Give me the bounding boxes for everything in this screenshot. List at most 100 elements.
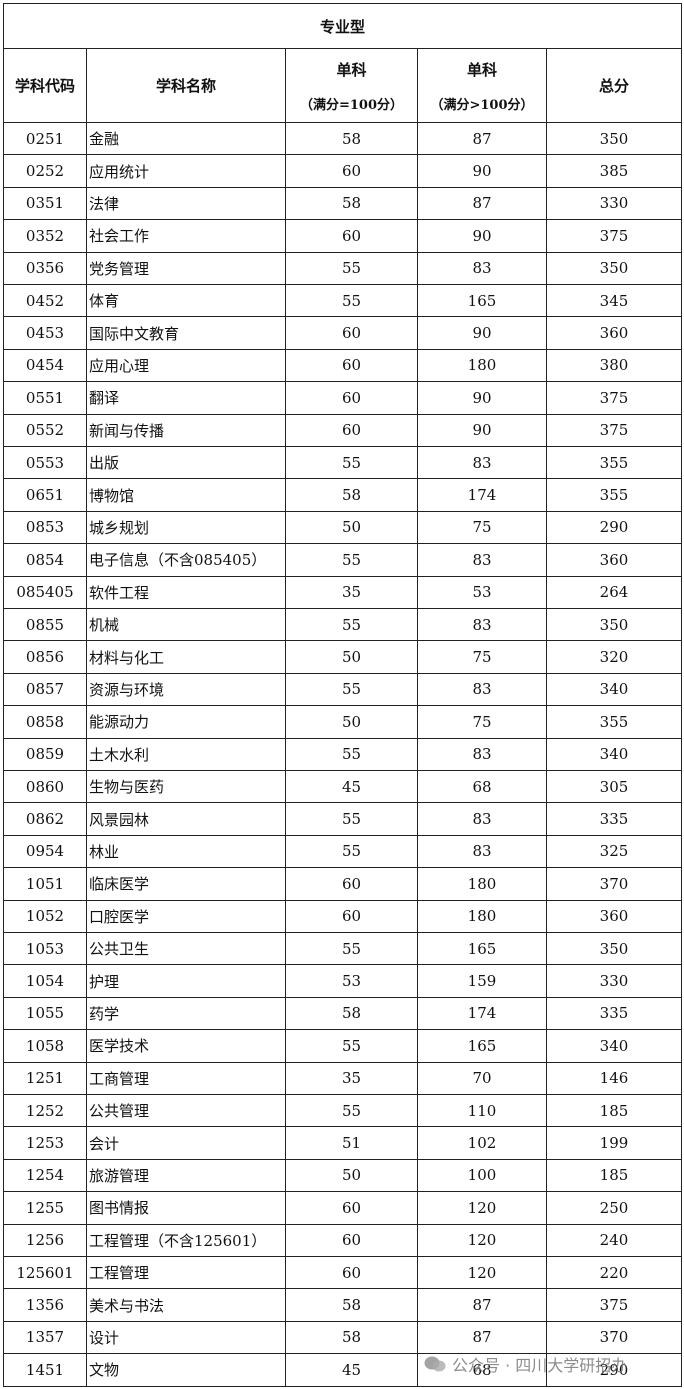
table-cell: 应用心理 (86, 348, 286, 383)
cell-text: 90 (472, 226, 492, 245)
table-cell: 174 (417, 996, 547, 1031)
cell-text: 250 (599, 1198, 629, 1217)
cell-text: 60 (341, 388, 362, 407)
cell-text: 翻译 (89, 389, 120, 408)
cell-text: 文物 (89, 1361, 120, 1380)
table-cell: 0552 (3, 413, 87, 447)
table-cell: 国际中文教育 (86, 316, 286, 350)
cell-text: 林业 (89, 842, 120, 861)
table-cell: 体育 (86, 284, 286, 318)
table-cell: 0858 (3, 705, 87, 739)
cell-text: 软件工程 (89, 583, 150, 602)
cell-text: 药学 (89, 1004, 120, 1023)
cell-text: 375 (599, 388, 629, 407)
table-cell: 0862 (3, 802, 87, 836)
cell-text: 110 (467, 1101, 497, 1120)
cell-text: 0859 (25, 745, 65, 764)
table-cell: 340 (546, 737, 682, 771)
header-label: 单科 (466, 60, 497, 79)
cell-text: 146 (599, 1069, 629, 1088)
table-cell: 60 (285, 316, 418, 350)
table-cell: 375 (546, 381, 682, 415)
header-cell: 学科代码 (3, 48, 87, 123)
header-cell: 总分 (546, 48, 682, 123)
table-cell: 临床医学 (86, 867, 286, 901)
table-cell: 1256 (3, 1223, 87, 1257)
cell-text: 83 (472, 842, 492, 861)
table-cell: 0251 (3, 122, 87, 156)
cell-text: 风景园林 (89, 810, 150, 829)
cell-text: 0453 (25, 324, 65, 343)
cell-text: 1252 (25, 1101, 65, 1120)
table-cell: 120 (417, 1223, 547, 1257)
table-cell: 50 (285, 640, 418, 674)
cell-text: 0251 (25, 129, 65, 148)
cell-text: 0855 (25, 615, 65, 634)
cell-text: 1251 (25, 1069, 65, 1088)
table-cell: 55 (285, 802, 418, 836)
cell-text: 美术与书法 (89, 1296, 165, 1315)
cell-text: 旅游管理 (89, 1166, 150, 1185)
table-cell: 35 (285, 575, 418, 609)
cell-text: 城乡规划 (89, 518, 150, 537)
table-cell: 公共卫生 (86, 932, 286, 966)
watermark: 公众号 · 四川大学研招办 (424, 1352, 627, 1376)
cell-text: 335 (599, 1004, 629, 1023)
table-cell: 文物 (86, 1353, 286, 1387)
cell-text: 口腔医学 (89, 907, 150, 926)
table-cell: 120 (417, 1191, 547, 1225)
cell-text: 博物馆 (89, 486, 135, 505)
table-cell: 工商管理 (86, 1061, 286, 1095)
table-cell: 公共管理 (86, 1094, 286, 1128)
cell-text: 305 (599, 777, 629, 796)
table-cell: 375 (546, 413, 682, 447)
table-cell: 1052 (3, 899, 87, 933)
header-sub: （满分=100分） (299, 97, 404, 113)
cell-text: 87 (472, 194, 492, 213)
table-cell: 60 (285, 413, 418, 447)
cell-text: 0954 (25, 842, 65, 861)
header-label: 学科代码 (14, 77, 75, 95)
cell-text: 159 (467, 972, 497, 991)
table-cell: 1356 (3, 1288, 87, 1322)
cell-text: 0553 (25, 453, 65, 472)
table-cell: 0352 (3, 219, 87, 253)
table-cell: 345 (546, 284, 682, 318)
table-cell: 83 (417, 446, 547, 480)
table-cell: 0855 (3, 608, 87, 642)
table-cell: 风景园林 (86, 802, 286, 836)
table-cell: 55 (285, 1094, 418, 1128)
table-cell: 110 (417, 1094, 547, 1128)
cell-text: 金融 (89, 130, 120, 149)
table-cell: 125601 (3, 1256, 87, 1290)
table-cell: 51 (285, 1126, 418, 1160)
table-cell: 美术与书法 (86, 1288, 286, 1322)
cell-text: 102 (467, 1134, 497, 1153)
table-cell: 会计 (86, 1126, 286, 1160)
table-cell: 340 (546, 1029, 682, 1063)
table-cell: 58 (285, 1320, 418, 1355)
watermark-text: 公众号 · 四川大学研招办 (452, 1356, 628, 1375)
cell-text: 290 (599, 1360, 629, 1379)
table-cell: 165 (417, 932, 547, 966)
table-cell: 机械 (86, 608, 286, 642)
cell-text: 0356 (25, 259, 65, 278)
table-title: 专业型 (319, 17, 365, 36)
table-cell: 55 (285, 932, 418, 966)
cell-text: 385 (599, 162, 629, 181)
cell-text: 党务管理 (89, 259, 150, 278)
table-cell: 380 (546, 348, 682, 383)
cell-text: 社会工作 (89, 227, 150, 246)
table-cell: 1055 (3, 996, 87, 1031)
cell-text: 335 (599, 810, 629, 829)
table-cell: 58 (285, 122, 418, 156)
table-cell: 87 (417, 1288, 547, 1322)
cell-text: 1357 (25, 1328, 65, 1347)
cell-text: 360 (599, 907, 629, 926)
table-cell: 60 (285, 899, 418, 933)
cell-text: 58 (341, 1004, 362, 1023)
cell-text: 1356 (25, 1296, 65, 1315)
table-cell: 370 (546, 1320, 682, 1355)
cell-text: 电子信息（不含085405） (89, 551, 267, 570)
cell-text: 0351 (25, 194, 65, 213)
